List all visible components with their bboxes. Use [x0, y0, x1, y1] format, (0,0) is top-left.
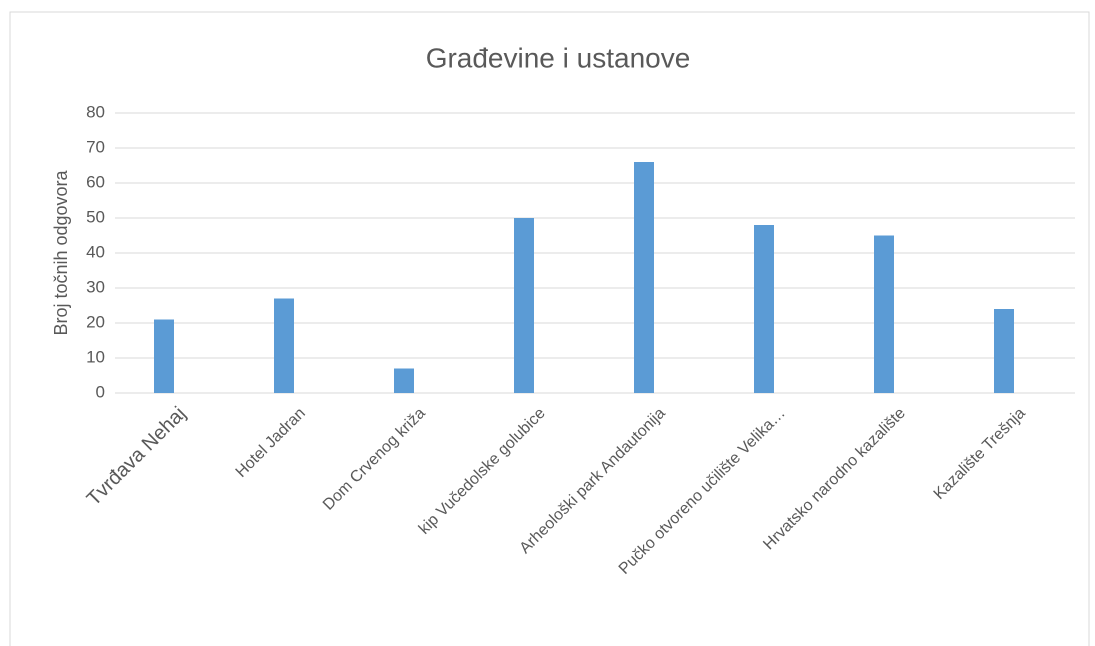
- y-tick-label: 50: [86, 207, 105, 226]
- y-tick-label: 30: [86, 277, 105, 296]
- chart-frame: [9, 11, 1090, 646]
- bar: [874, 235, 894, 393]
- y-tick-label: 40: [86, 242, 105, 261]
- bar: [394, 368, 414, 393]
- y-tick-label: 20: [86, 312, 105, 331]
- bar: [994, 309, 1014, 393]
- chart-title: Građevine i ustanove: [426, 42, 691, 73]
- y-tick-label: 80: [86, 102, 105, 121]
- y-tick-label: 70: [86, 137, 105, 156]
- y-tick-label: 0: [96, 382, 105, 401]
- y-axis-label: Broj točnih odgovora: [51, 169, 71, 335]
- bar: [154, 319, 174, 393]
- bar: [274, 298, 294, 393]
- bar: [514, 218, 534, 393]
- bar: [634, 162, 654, 393]
- y-tick-label: 60: [86, 172, 105, 191]
- y-tick-label: 10: [86, 347, 105, 366]
- bar: [754, 225, 774, 393]
